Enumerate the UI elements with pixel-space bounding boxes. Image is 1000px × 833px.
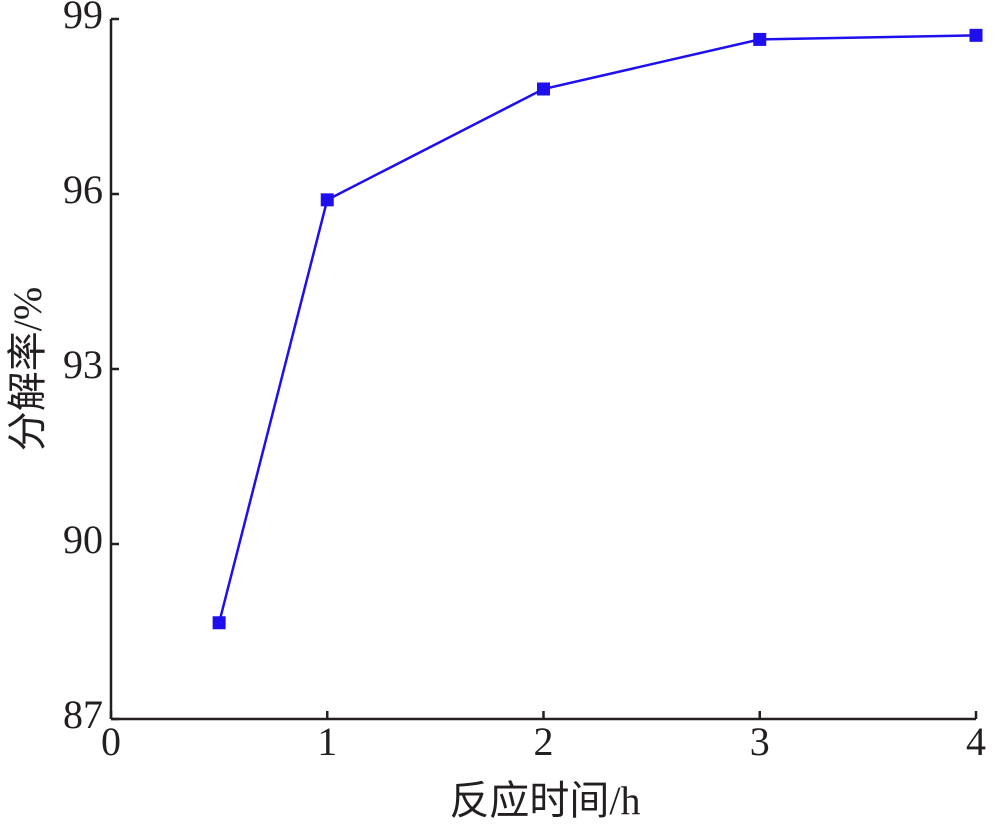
y-tick-label: 90 — [63, 517, 103, 562]
point — [753, 32, 767, 46]
point — [212, 616, 226, 630]
point — [969, 28, 983, 42]
point — [320, 193, 334, 207]
x-tick-label: 4 — [966, 719, 986, 764]
point — [537, 82, 550, 96]
x-tick-label: 0 — [101, 719, 121, 764]
x-axis-label: 反应时间/h — [449, 778, 640, 823]
x-tick-label: 1 — [317, 719, 337, 764]
y-tick-label: 93 — [63, 342, 103, 387]
y-tick-label: 99 — [63, 0, 103, 37]
line — [217, 34, 977, 624]
y-axis-label: 分解率/% — [5, 287, 50, 451]
x-tick-label: 3 — [750, 719, 770, 764]
y-tick-label: 96 — [63, 167, 103, 212]
x-tick-label: 2 — [534, 719, 554, 764]
y-tick-label: 87 — [63, 692, 103, 737]
